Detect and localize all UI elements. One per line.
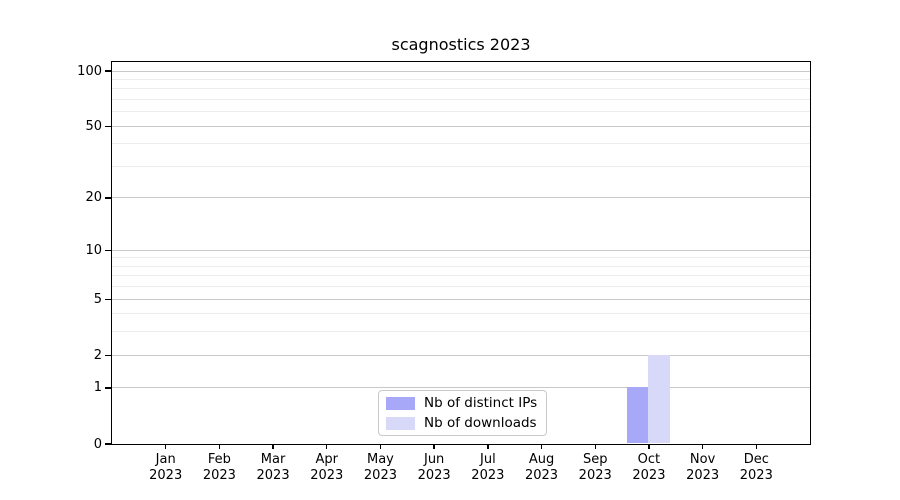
legend-swatch-downloads-icon — [386, 416, 415, 430]
gridline-minor — [111, 166, 810, 167]
x-tick-label: Jan 2023 — [149, 452, 183, 483]
x-tick-mark — [540, 444, 543, 449]
x-tick-mark — [379, 444, 382, 449]
x-tick-mark — [326, 444, 328, 449]
gridline-major — [111, 197, 810, 199]
x-tick-label: Dec 2023 — [739, 452, 773, 483]
x-tick-mark — [218, 444, 221, 449]
gridline-minor — [111, 78, 810, 80]
y-tick-mark — [105, 443, 111, 445]
legend-label-distinct-ips: Nb of distinct IPs — [424, 395, 538, 411]
gridline-major — [111, 354, 810, 356]
x-tick-label: Sep 2023 — [578, 452, 612, 483]
x-tick-label: Feb 2023 — [202, 452, 236, 483]
x-tick-label: Oct 2023 — [632, 452, 666, 483]
y-tick-mark — [105, 70, 111, 72]
legend-swatch-distinct-ips-icon — [386, 396, 415, 410]
x-tick-label: Jun 2023 — [417, 452, 451, 483]
gridline-minor — [111, 286, 810, 288]
gridline-minor — [111, 331, 810, 333]
x-tick-mark — [164, 444, 167, 449]
gridline-major — [111, 387, 810, 389]
gridline-minor — [111, 111, 810, 113]
y-tick-label: 5 — [93, 291, 102, 307]
gridline-major — [111, 70, 810, 72]
y-tick-label: 100 — [77, 63, 102, 79]
gridline-major — [111, 125, 810, 127]
x-tick-mark — [433, 444, 435, 449]
x-tick-mark — [594, 444, 596, 449]
y-tick-label: 2 — [93, 347, 102, 363]
x-tick-label: Mar 2023 — [256, 452, 290, 483]
y-tick-label: 10 — [85, 242, 102, 258]
y-tick-label: 0 — [93, 436, 102, 452]
legend: Nb of distinct IPs Nb of downloads — [378, 390, 547, 436]
gridline-minor — [111, 313, 810, 315]
gridline-minor — [111, 143, 810, 145]
gridline-minor — [111, 88, 810, 90]
y-tick-mark — [105, 354, 111, 356]
y-tick-mark — [105, 387, 111, 389]
gridline-minor — [111, 275, 810, 277]
gridline-major — [111, 298, 810, 300]
y-tick-mark — [105, 249, 111, 251]
x-tick-mark — [272, 444, 274, 449]
y-tick-mark — [105, 298, 111, 300]
y-tick-label: 1 — [93, 380, 102, 396]
x-tick-mark — [701, 444, 704, 449]
y-tick-mark — [105, 197, 111, 199]
x-tick-label: Aug 2023 — [524, 452, 559, 483]
chart-title: scagnostics 2023 — [391, 35, 531, 54]
x-tick-mark — [487, 444, 489, 449]
bar-nb-of-distinct-ips — [626, 387, 649, 444]
x-tick-label: Jul 2023 — [471, 452, 505, 483]
legend-item-downloads: Nb of downloads — [386, 415, 546, 431]
gridline-minor — [111, 99, 810, 101]
x-tick-label: Apr 2023 — [310, 452, 344, 483]
legend-item-distinct-ips: Nb of distinct IPs — [386, 395, 546, 411]
x-tick-label: May 2023 — [363, 452, 397, 483]
y-tick-mark — [105, 125, 111, 127]
y-tick-label: 50 — [85, 118, 102, 134]
x-tick-mark — [648, 444, 650, 449]
bar-nb-of-downloads — [648, 354, 670, 444]
gridline-minor — [111, 265, 810, 267]
legend-label-downloads: Nb of downloads — [424, 415, 537, 431]
plot-area — [110, 60, 811, 445]
gridline-major — [111, 249, 810, 251]
x-tick-mark — [755, 444, 757, 449]
gridline-minor — [111, 257, 810, 259]
y-tick-label: 20 — [85, 190, 102, 206]
x-tick-label: Nov 2023 — [686, 452, 720, 483]
